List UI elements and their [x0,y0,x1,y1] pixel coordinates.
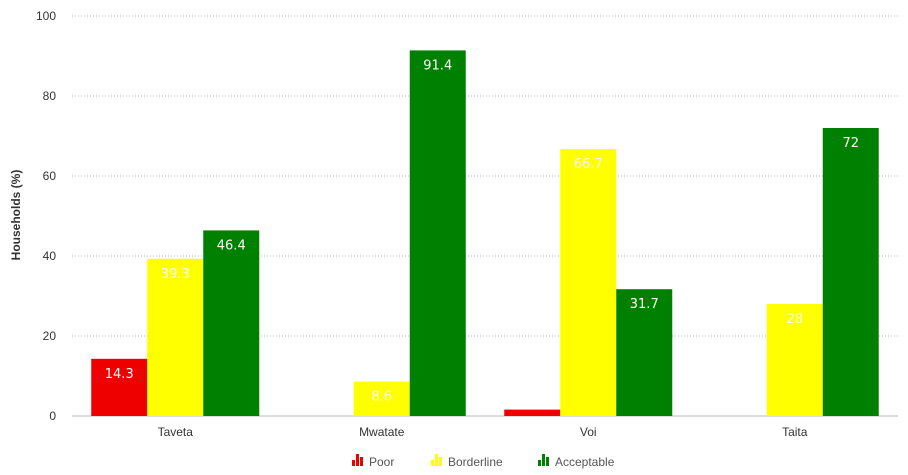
legend-item-borderline[interactable]: Borderline [431,454,503,469]
legend-swatch-bar [360,457,363,466]
bars [91,50,879,417]
y-tick-label: 60 [43,169,57,183]
x-category-label: Taita [782,425,808,439]
y-tick-label: 80 [43,89,57,103]
bar-acceptable-mwatate [409,50,466,417]
data-label: 91.4 [423,58,452,73]
legend-item-poor[interactable]: Poor [352,454,394,469]
legend-swatch-bar [439,457,442,466]
x-category-label: Voi [580,425,597,439]
data-label: 66.7 [574,157,603,172]
y-tick-label: 0 [49,409,56,423]
legend-label: Acceptable [555,455,615,469]
y-axis-title: Households (%) [9,170,23,261]
data-label: 8.6 [371,390,392,405]
y-axis-ticks: 0 20 40 60 80 100 [36,9,56,423]
x-category-label: Mwatate [359,425,405,439]
bar-poor-voi [504,409,561,416]
legend: Poor Borderline Acceptable [352,454,615,469]
bar-borderline-taita [766,304,823,416]
data-labels: 14.3 39.3 46.4 8.6 91.4 66.7 31.7 28 72 [105,58,859,404]
data-label: 72 [842,136,859,151]
legend-swatch-bar [435,454,438,466]
y-tick-label: 20 [43,329,57,343]
bar-acceptable-taita [822,128,879,416]
legend-label: Borderline [448,455,503,469]
x-axis-categories: Taveta Mwatate Voi Taita [158,425,808,439]
legend-label: Poor [369,455,394,469]
bar-acceptable-taveta [203,230,260,416]
data-label: 39.3 [161,267,190,282]
legend-item-acceptable[interactable]: Acceptable [538,454,615,469]
data-label: 14.3 [105,367,134,382]
legend-swatch-bar [542,454,545,466]
bar-acceptable-voi [616,289,673,416]
legend-swatch-bar [538,460,541,466]
legend-swatch-bar [352,460,355,466]
x-category-label: Taveta [158,425,194,439]
data-label: 31.7 [630,297,659,312]
data-label: 28 [786,312,803,327]
data-label: 46.4 [217,238,246,253]
bar-borderline-voi [560,149,617,416]
legend-swatch-bar [431,460,434,466]
y-tick-label: 100 [36,9,56,23]
bar-borderline-mwatate [353,381,410,416]
bar-poor-taveta [91,358,148,416]
y-tick-label: 40 [43,249,57,263]
bar-borderline-taveta [147,258,204,416]
legend-swatch-bar [546,457,549,466]
legend-swatch-bar [356,454,359,466]
